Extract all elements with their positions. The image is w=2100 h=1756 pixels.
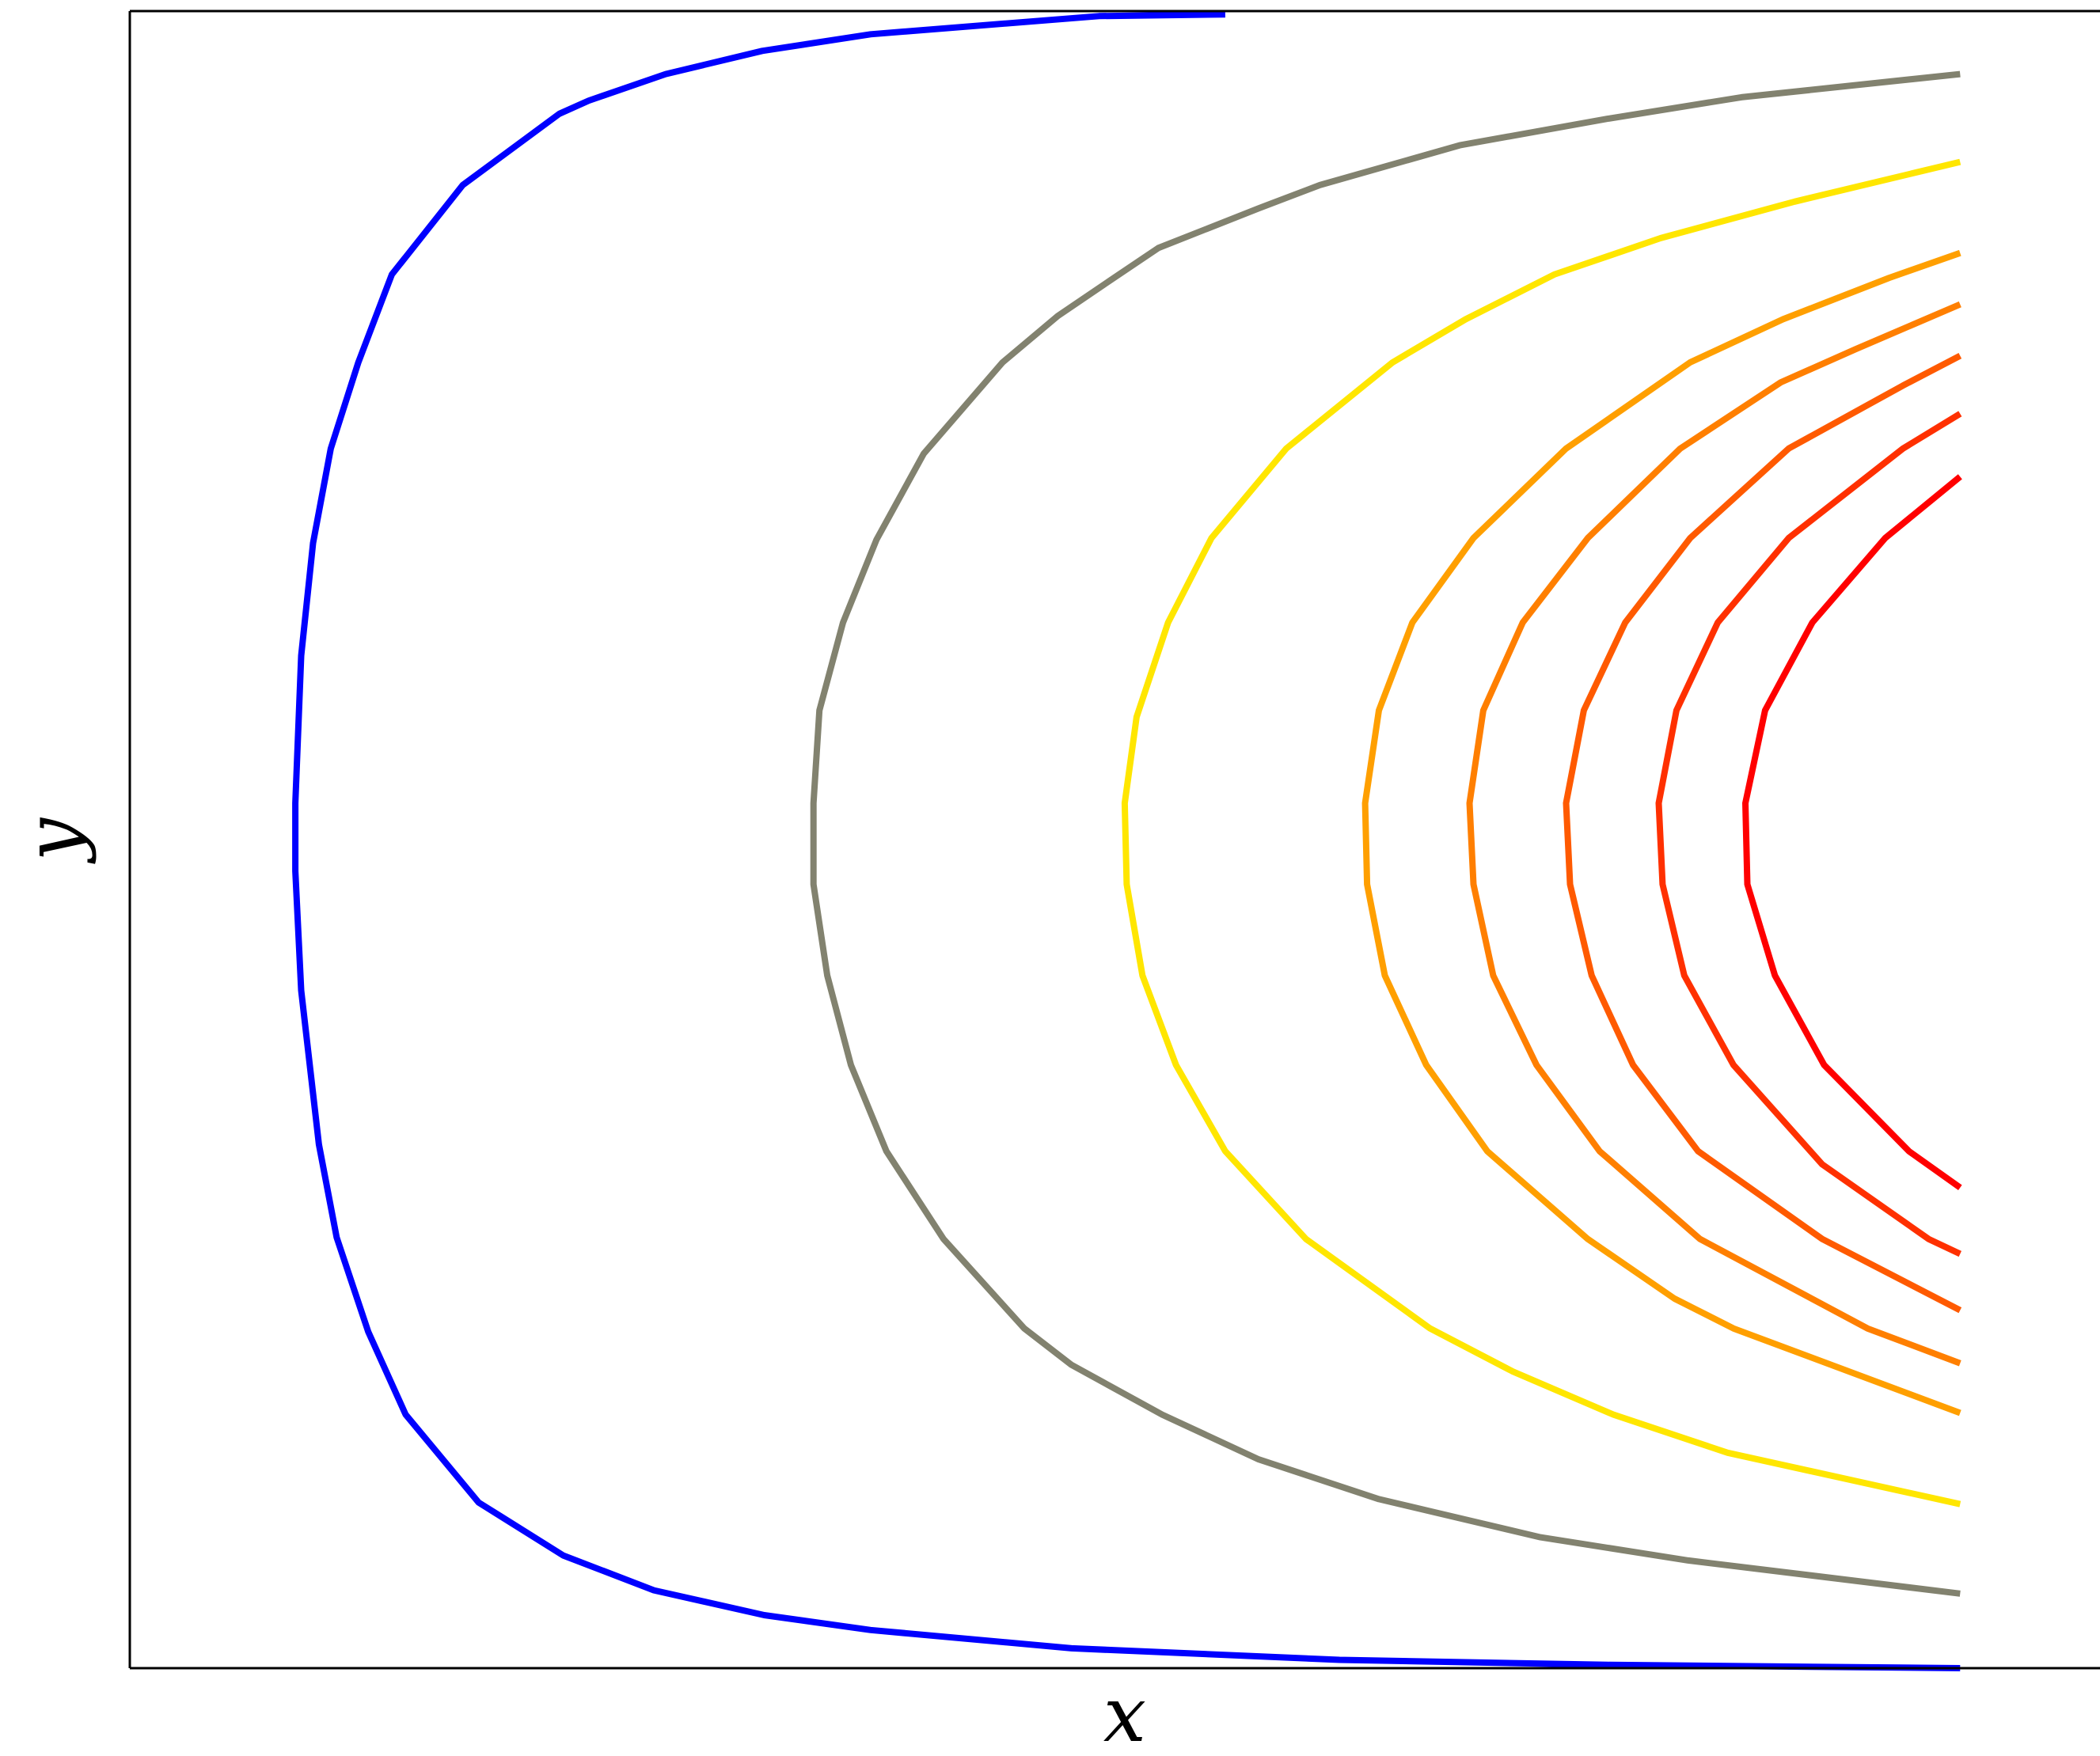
plot-area xyxy=(292,11,1962,1671)
contour-line xyxy=(1121,158,1961,1508)
contour-line xyxy=(292,11,1961,1671)
contour-line xyxy=(1361,249,1961,1417)
contour-line xyxy=(1466,301,1961,1367)
contour-line xyxy=(1655,411,1962,1257)
x-axis-label: x xyxy=(1103,1671,1146,1756)
contour-line xyxy=(810,70,1961,1597)
y-axis-label: y xyxy=(9,817,97,864)
contour-line xyxy=(1563,353,1962,1314)
contour-line xyxy=(1742,474,1962,1190)
